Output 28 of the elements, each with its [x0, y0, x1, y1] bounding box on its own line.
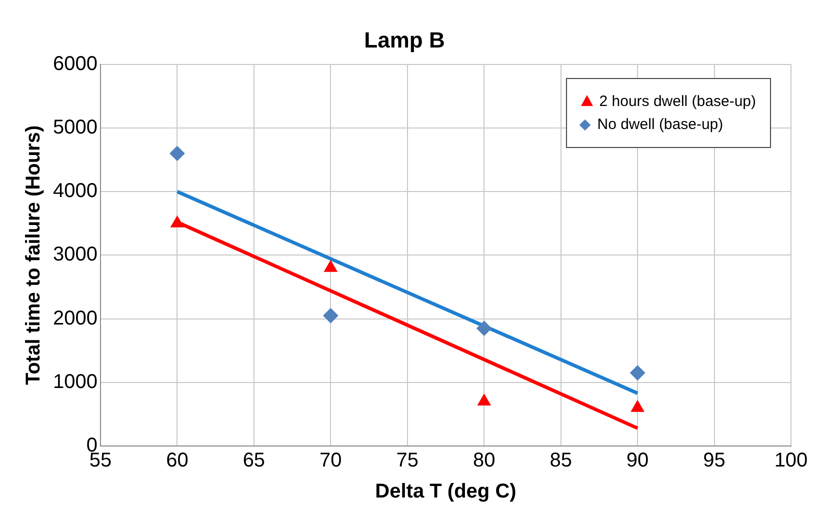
chart-title: Lamp B	[364, 27, 445, 52]
legend-label: 2 hours dwell (base-up)	[599, 93, 756, 110]
y-tick-label: 1000	[52, 370, 98, 393]
x-tick-label: 90	[626, 450, 649, 472]
x-tick-label: 70	[320, 450, 342, 472]
point	[323, 308, 338, 324]
x-axis-title: Delta T (deg C)	[375, 480, 516, 503]
x-tick-label: 100	[774, 450, 808, 472]
y-axis-title: Total time to failure (Hours)	[22, 125, 45, 386]
y-tick-label: 2000	[52, 307, 98, 330]
legend-label: No dwell (base-up)	[597, 116, 724, 133]
y-tick-label: 6000	[52, 52, 98, 75]
x-tick-label: 75	[396, 450, 419, 472]
y-tick-label: 5000	[52, 116, 98, 139]
x-tick-label: 95	[703, 450, 726, 472]
point	[170, 216, 184, 228]
y-tick-label: 4000	[52, 180, 98, 202]
point	[476, 320, 492, 336]
x-tick-label: 60	[166, 450, 188, 472]
point	[170, 146, 185, 161]
point	[630, 365, 646, 380]
x-tick-label: 80	[472, 450, 496, 472]
point	[630, 400, 644, 412]
x-tick-label: 85	[550, 450, 572, 472]
y-tick-label: 3000	[52, 244, 98, 266]
point	[478, 394, 491, 406]
point	[324, 260, 338, 272]
x-tick-label: 65	[242, 450, 266, 472]
